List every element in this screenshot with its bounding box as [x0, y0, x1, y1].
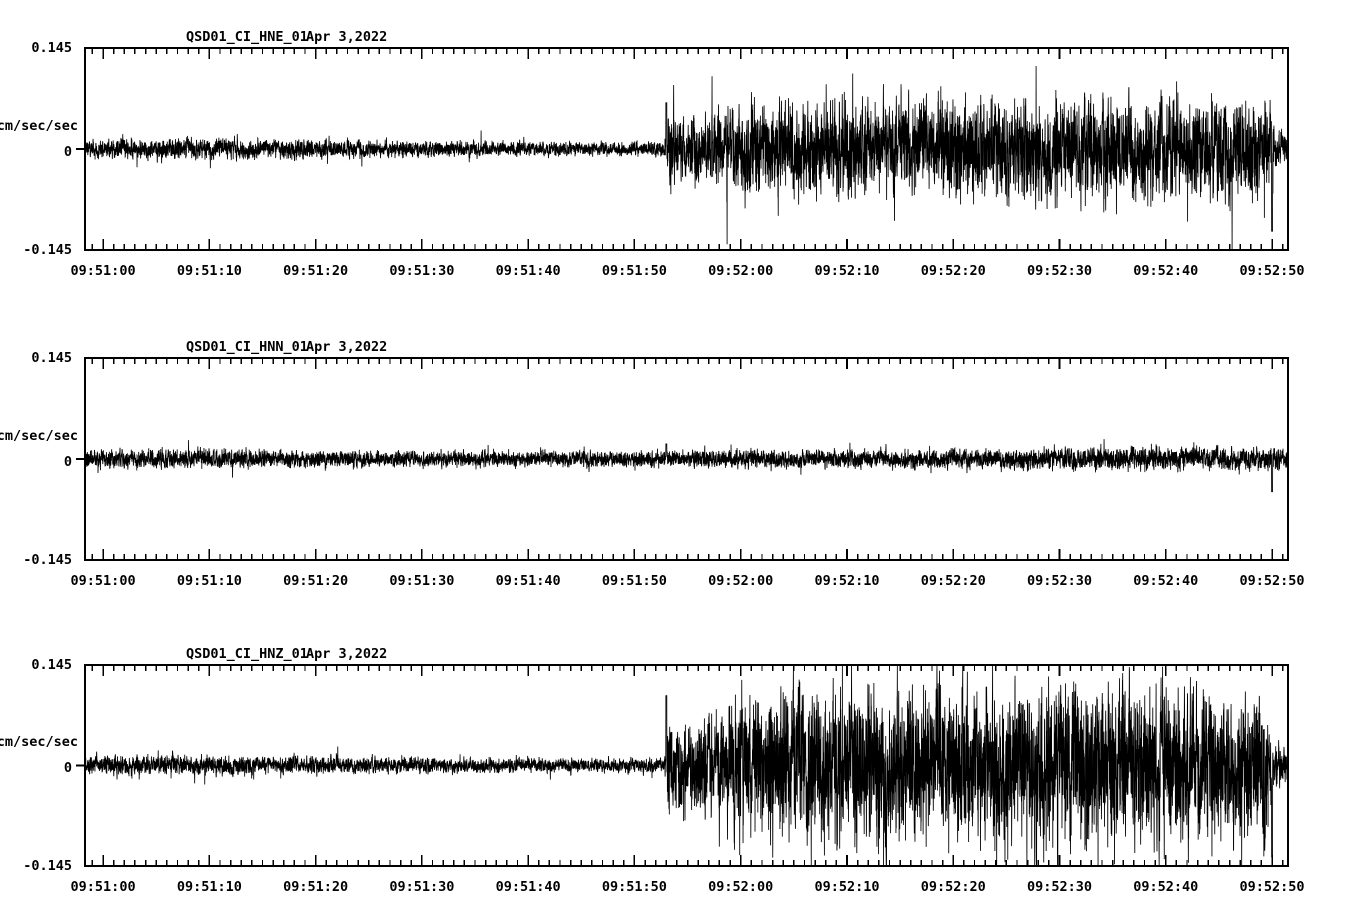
- y-axis-min-label: -0.145: [23, 552, 72, 568]
- panel-date: Apr 3,2022: [306, 646, 387, 662]
- x-axis-tick-label: 09:51:30: [389, 573, 454, 589]
- panel-title: QSD01_CI_HNE_01: [186, 29, 308, 45]
- axis-ticks: [91, 665, 1284, 866]
- x-axis-tick-label: 09:52:00: [708, 263, 773, 279]
- y-axis-zero-label: 0: [64, 454, 72, 470]
- plot-frame: [84, 664, 1289, 867]
- x-axis-tick-label: 09:52:50: [1240, 263, 1305, 279]
- panel-date: Apr 3,2022: [306, 29, 387, 45]
- waveform-trace: [84, 664, 1289, 867]
- x-axis-tick-label: 09:52:40: [1133, 263, 1198, 279]
- x-axis-tick-label: 09:51:20: [283, 573, 348, 589]
- y-axis-zero-label: 0: [64, 144, 72, 160]
- x-axis-tick-label: 09:51:50: [602, 263, 667, 279]
- x-axis-tick-label: 09:51:50: [602, 879, 667, 895]
- y-axis-max-label: 0.145: [31, 40, 72, 56]
- y-axis-max-label: 0.145: [31, 350, 72, 366]
- waveform-trace: [84, 439, 1289, 493]
- x-axis-tick-label: 09:51:30: [389, 263, 454, 279]
- x-axis-tick-label: 09:51:40: [496, 573, 561, 589]
- x-axis-tick-label: 09:52:50: [1240, 573, 1305, 589]
- axis-ticks: [91, 48, 1284, 250]
- x-axis-tick-label: 09:52:20: [921, 879, 986, 895]
- x-axis-tick-labels: 09:51:00 09:51:10 09:51:20 09:51:30 09:51:40…: [71, 263, 1305, 279]
- y-axis-unit-label: cm/sec/sec: [0, 734, 78, 750]
- x-axis-tick-label: 09:52:30: [1027, 879, 1092, 895]
- x-axis-tick-label: 09:52:10: [814, 879, 879, 895]
- y-axis-min-label: -0.145: [23, 242, 72, 258]
- x-axis-tick-labels: 09:51:00 09:51:10 09:51:20 09:51:30 09:51:40…: [71, 573, 1305, 589]
- y-axis-zero-label: 0: [64, 760, 72, 776]
- x-axis-tick-label: 09:51:40: [496, 263, 561, 279]
- x-axis-tick-label: 09:51:20: [283, 263, 348, 279]
- x-axis-tick-label: 09:51:10: [177, 263, 242, 279]
- x-axis-tick-label: 09:51:40: [496, 879, 561, 895]
- plot-frame-overlay: [84, 357, 1289, 561]
- x-axis-tick-label: 09:51:00: [71, 573, 136, 589]
- x-axis-tick-label: 09:52:20: [921, 573, 986, 589]
- x-axis-tick-label: 09:51:50: [602, 573, 667, 589]
- y-axis-min-label: -0.145: [23, 858, 72, 874]
- x-axis-tick-label: 09:52:30: [1027, 573, 1092, 589]
- plot-frame: [84, 357, 1289, 561]
- x-axis-tick-label: 09:52:50: [1240, 879, 1305, 895]
- x-axis-tick-label: 09:51:10: [177, 879, 242, 895]
- x-axis-tick-label: 09:52:00: [708, 573, 773, 589]
- panel-title: QSD01_CI_HNN_01: [186, 339, 308, 355]
- y-axis-unit-label: cm/sec/sec: [0, 428, 78, 444]
- panel-date: Apr 3,2022: [306, 339, 387, 355]
- x-axis-tick-label: 09:52:40: [1133, 879, 1198, 895]
- x-axis-tick-label: 09:51:00: [71, 263, 136, 279]
- plot-frame: [84, 47, 1289, 251]
- plot-frame-overlay: [84, 47, 1289, 251]
- x-axis-tick-label: 09:51:10: [177, 573, 242, 589]
- y-axis-max-label: 0.145: [31, 657, 72, 673]
- x-axis-tick-label: 09:51:30: [389, 879, 454, 895]
- waveform-trace: [84, 66, 1289, 251]
- x-axis-tick-label: 09:52:30: [1027, 263, 1092, 279]
- x-axis-tick-label: 09:52:10: [814, 573, 879, 589]
- panel-title: QSD01_CI_HNZ_01: [186, 646, 308, 662]
- x-axis-tick-label: 09:52:40: [1133, 573, 1198, 589]
- x-axis-tick-label: 09:51:20: [283, 879, 348, 895]
- x-axis-tick-label: 09:52:20: [921, 263, 986, 279]
- axis-ticks: [91, 358, 1284, 560]
- x-axis-tick-label: 09:52:00: [708, 879, 773, 895]
- y-axis-unit-label: cm/sec/sec: [0, 118, 78, 134]
- plot-frame-overlay: [84, 664, 1289, 867]
- x-axis-tick-label: 09:51:00: [71, 879, 136, 895]
- x-axis-tick-label: 09:52:10: [814, 263, 879, 279]
- x-axis-tick-labels: 09:51:00 09:51:10 09:51:20 09:51:30 09:51:40…: [71, 879, 1305, 895]
